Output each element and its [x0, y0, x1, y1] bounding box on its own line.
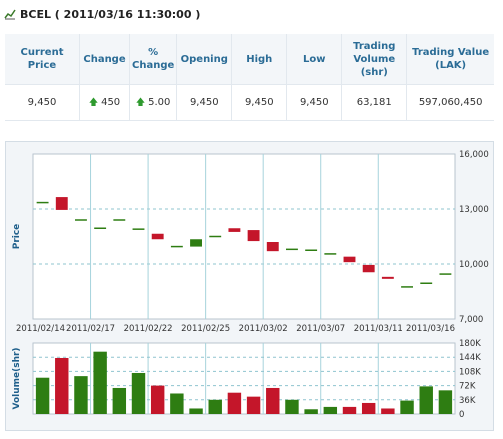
col-pct-change: % Change: [129, 34, 178, 85]
volume-bar: [304, 409, 318, 414]
date-tick-label: 2011/02/14: [16, 324, 65, 334]
chart-icon: [4, 9, 16, 20]
price-candle: [228, 228, 241, 232]
price-candles: [36, 197, 452, 288]
chart-title-bar: BCEL ( 2011/03/16 11:30:00 ): [4, 6, 200, 22]
volume-tick-label: 108K: [459, 367, 481, 377]
price-candle: [343, 256, 356, 263]
price-candle: [151, 233, 164, 240]
volume-tick-label: 180K: [459, 339, 481, 349]
date-tick-label: 2011/03/11: [354, 324, 403, 334]
quote-header-row: Current Price Change % Change Opening Hi…: [5, 34, 494, 85]
volume-bar: [246, 396, 261, 414]
volume-bar: [150, 385, 165, 414]
chart-panel: 16,000 13,000 10,000 7,000 2011/02/14 2011/0…: [5, 141, 494, 431]
price-tick-label: 10,000: [459, 260, 489, 270]
price-candle: [381, 276, 394, 279]
col-current-price: Current Price: [5, 34, 80, 85]
date-tick-label: 2011/02/22: [124, 324, 173, 334]
stock-title: BCEL ( 2011/03/16 11:30:00 ): [20, 7, 201, 21]
date-tick-label: 2011/03/02: [239, 324, 288, 334]
price-axis-label: Price: [12, 224, 22, 250]
volume-bar: [170, 393, 184, 414]
pct-change-value: 5.00: [148, 96, 171, 108]
change-value: 450: [101, 96, 121, 108]
volume-bar: [35, 377, 50, 414]
volume-bars: [35, 351, 453, 414]
col-low: Low: [286, 34, 343, 85]
volume-bar: [438, 390, 453, 414]
volume-bar: [131, 372, 146, 414]
col-opening: Opening: [176, 34, 233, 85]
price-plot-area: [32, 153, 456, 320]
price-candle: [247, 230, 260, 242]
col-value: Trading Value (LAK): [406, 34, 494, 85]
date-x-ticks: 2011/02/14 2011/02/17 2011/02/22 2011/02/25…: [16, 324, 455, 334]
volume-bar: [266, 387, 280, 414]
price-grid: [33, 154, 455, 319]
volume-tick-label: 36K: [459, 396, 476, 406]
volume-bar: [112, 387, 127, 414]
date-tick-label: 2011/02/17: [66, 324, 115, 334]
price-candle: [266, 242, 279, 252]
volume-tick-label: 144K: [459, 353, 481, 363]
opening-value: 9,450: [176, 84, 233, 121]
volume-value: 63,181: [341, 84, 408, 121]
price-tick-label: 7,000: [459, 315, 483, 325]
volume-bar: [227, 392, 242, 414]
current-price-value: 9,450: [5, 84, 80, 121]
volume-bar: [74, 376, 88, 414]
arrow-up-icon: 🡅: [135, 97, 146, 108]
price-candle: [190, 239, 202, 247]
quote-data-row: 9,450 🡅 450 🡅 5.00 9,450 9,450 9,450 63,18…: [5, 84, 494, 121]
volume-bar: [189, 408, 203, 414]
volume-axis-label: Volume(shr): [12, 347, 22, 409]
volume-bar: [419, 386, 433, 414]
date-tick-label: 2011/02/25: [181, 324, 230, 334]
volume-bar: [285, 399, 299, 414]
col-volume: Trading Volume (shr): [341, 34, 408, 85]
price-candle: [55, 197, 68, 210]
change-cell: 🡅 450: [79, 84, 130, 121]
high-value: 9,450: [231, 84, 288, 121]
pct-change-cell: 🡅 5.00: [129, 84, 178, 121]
volume-bar: [381, 408, 395, 414]
date-tick-label: 2011/03/07: [296, 324, 345, 334]
low-value: 9,450: [286, 84, 343, 121]
volume-bar: [323, 406, 338, 414]
arrow-up-icon: 🡅: [88, 97, 99, 108]
volume-tick-label: 0: [459, 410, 464, 420]
price-y-ticks: 16,000 13,000 10,000 7,000: [459, 150, 489, 325]
trading-value-value: 597,060,450: [406, 84, 494, 121]
price-candle: [362, 264, 375, 273]
volume-bar: [208, 399, 222, 414]
price-tick-label: 16,000: [459, 150, 489, 160]
volume-grid: [33, 343, 455, 414]
price-tick-label: 13,000: [459, 205, 489, 215]
volume-bar: [93, 351, 107, 414]
volume-bar: [55, 357, 69, 414]
date-tick-label: 2011/03/16: [406, 324, 455, 334]
volume-bar: [400, 400, 414, 414]
volume-tick-label: 72K: [459, 382, 476, 392]
col-change: Change: [79, 34, 130, 85]
col-high: High: [231, 34, 288, 85]
volume-bar: [342, 406, 357, 414]
quote-table: Current Price Change % Change Opening Hi…: [5, 34, 494, 121]
volume-y-ticks: 180K 144K 108K 72K 36K 0: [459, 339, 481, 420]
volume-bar: [361, 402, 376, 414]
